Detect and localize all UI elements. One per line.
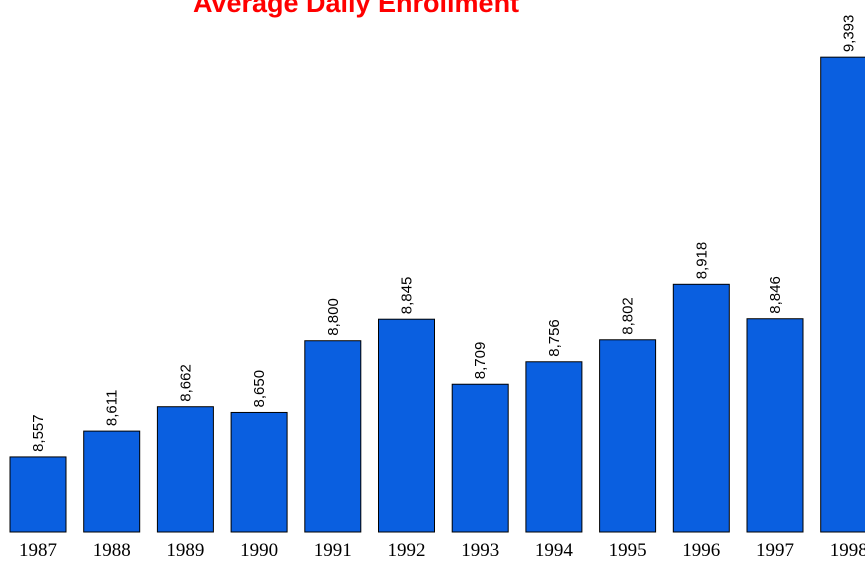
bar <box>83 430 141 533</box>
value-label: 8,650 <box>251 370 268 408</box>
bar <box>672 283 730 533</box>
bar <box>156 406 214 533</box>
bar <box>304 340 362 533</box>
x-tick-label: 1991 <box>314 540 352 561</box>
bar <box>230 411 288 533</box>
value-label: 8,846 <box>767 276 784 314</box>
x-tick-label: 1995 <box>609 540 647 561</box>
x-tick-label: 1998 <box>830 540 865 561</box>
bar <box>9 456 67 533</box>
x-tick-label: 1988 <box>93 540 131 561</box>
bar <box>451 383 509 533</box>
x-tick-label: 1990 <box>240 540 278 561</box>
value-label: 8,800 <box>325 298 342 336</box>
bar <box>378 318 435 533</box>
value-label: 8,845 <box>399 277 416 315</box>
bar <box>820 56 865 533</box>
x-tick-label: 1997 <box>756 540 794 561</box>
value-label: 8,662 <box>177 364 194 402</box>
bar <box>525 361 583 533</box>
value-label: 8,709 <box>472 342 489 380</box>
chart-title: Average Daily Enrollment <box>193 0 519 18</box>
value-label: 8,557 <box>30 414 47 452</box>
x-tick-label: 1989 <box>166 540 204 561</box>
value-label: 8,802 <box>620 297 637 335</box>
x-tick-label: 1993 <box>461 540 499 561</box>
value-label: 9,393 <box>841 15 858 53</box>
bar <box>746 318 804 533</box>
x-tick-label: 1992 <box>388 540 426 561</box>
bar <box>599 339 657 533</box>
value-label: 8,611 <box>104 390 121 426</box>
x-tick-label: 1994 <box>535 540 574 561</box>
x-tick-label: 1996 <box>682 540 720 561</box>
value-label: 8,918 <box>693 242 710 280</box>
x-tick-label: 1987 <box>19 540 57 561</box>
value-label: 8,756 <box>546 319 563 357</box>
